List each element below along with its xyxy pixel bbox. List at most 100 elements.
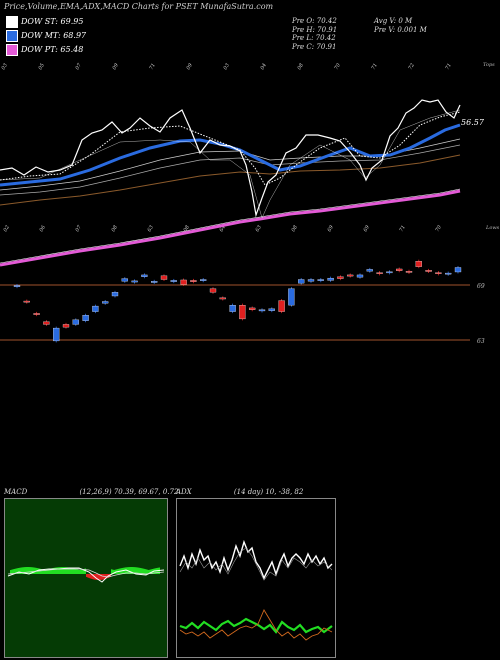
level-label-69: 69 [477, 283, 485, 290]
info-close: Pre C: 70.91 [292, 42, 337, 51]
macd-bar [71, 567, 72, 574]
macd-bar [54, 567, 55, 574]
macd-bar [85, 568, 86, 574]
macd-bar [60, 567, 61, 574]
macd-bar [32, 567, 33, 574]
lows-date-label: 08 [291, 224, 299, 233]
tops-date-label: 70 [334, 62, 343, 71]
macd-bar [46, 569, 47, 574]
macd-bar [75, 568, 76, 574]
info-open: Pre O: 70.42 [292, 17, 337, 25]
candle [82, 315, 89, 321]
macd-bar [96, 574, 97, 580]
info-prev-values: Pre O: 70.42 Pre H: 70.91 Pre L: 70.42 P… [292, 17, 337, 51]
tops-date-label: 04 [260, 62, 268, 71]
macd-bar [50, 568, 51, 574]
macd-bar [82, 569, 83, 574]
macd-bar [34, 567, 35, 574]
candle [62, 324, 70, 328]
macd-bar [41, 569, 42, 574]
macd-bar [21, 567, 22, 574]
candle [288, 288, 295, 306]
macd-bar [56, 567, 57, 574]
tops-date-label: 07 [75, 62, 84, 71]
info-high: Pre H: 70.91 [292, 25, 338, 34]
macd-histogram [10, 567, 160, 580]
macd-bar [148, 569, 149, 574]
macd-bar [134, 567, 135, 574]
macd-bar [64, 567, 65, 574]
macd-bar [16, 568, 17, 574]
info-volume: Avg V: 0 M Pre V: 0.001 M [374, 17, 427, 34]
macd-bar [133, 567, 134, 574]
macd-bar [136, 567, 137, 574]
macd-bar [28, 567, 29, 574]
adx-params: (14 day) 10, -38, 82 [233, 488, 304, 496]
candle [141, 274, 148, 277]
macd-bar [141, 568, 142, 574]
candle [366, 269, 373, 272]
candle [170, 280, 177, 282]
legend-swatch-pt [6, 44, 18, 56]
adx-line [179, 609, 333, 641]
macd-bar [151, 569, 152, 574]
macd-bar [26, 567, 27, 574]
candle [327, 277, 334, 281]
macd-bar [53, 567, 54, 574]
candle [111, 292, 119, 297]
macd-bar [98, 574, 99, 580]
macd-bar [81, 569, 82, 574]
macd-bar [100, 574, 101, 580]
candle [405, 271, 413, 273]
candle [425, 270, 432, 272]
macd-bar [147, 569, 148, 574]
macd-bar [146, 569, 147, 574]
macd-bar [13, 569, 14, 574]
adx-di-minus-line [179, 617, 333, 634]
macd-bar [139, 567, 140, 574]
macd-bar [67, 567, 68, 574]
macd-bar [63, 567, 64, 574]
macd-bar [91, 574, 92, 579]
candle [72, 319, 79, 325]
candle [23, 300, 30, 303]
lows-label: Lows [485, 225, 500, 231]
macd-bar [93, 574, 94, 580]
candle [317, 279, 324, 281]
macd-bar [150, 569, 151, 574]
macd-bar [84, 568, 85, 574]
macd-bar [113, 569, 114, 574]
candle [435, 272, 442, 274]
macd-bar [88, 574, 89, 578]
macd-bar [10, 570, 11, 574]
macd-bar [80, 569, 81, 574]
macd-bar [101, 574, 102, 580]
candle [53, 327, 60, 342]
macd-bar [97, 574, 98, 580]
macd-bar [72, 568, 73, 574]
lows-date-label: 08 [111, 224, 119, 233]
macd-bar [74, 568, 75, 574]
candle [229, 305, 236, 312]
macd-bar [48, 569, 49, 574]
macd-bar [138, 567, 139, 574]
candle [33, 313, 40, 315]
macd-bar [20, 567, 21, 574]
candle [131, 280, 138, 283]
ema-brown-line [0, 154, 461, 206]
macd-bar [31, 567, 32, 574]
lows-date-label: 70 [435, 224, 444, 233]
level-label-63: 63 [477, 338, 485, 345]
price-line-shadow [0, 109, 461, 219]
candle [445, 272, 452, 275]
candle [239, 305, 246, 320]
candle [454, 267, 462, 273]
macd-header: MACD (12,26,9) 70.39, 69.67, 0.72 [4, 488, 178, 496]
legend-item-st: DOW ST: 69.95 [6, 16, 86, 28]
macd-bar [99, 574, 100, 580]
candle [151, 281, 158, 283]
macd-bar [18, 568, 19, 574]
macd-bar [106, 574, 107, 579]
macd-bar [55, 567, 56, 574]
macd-bar [92, 574, 93, 580]
